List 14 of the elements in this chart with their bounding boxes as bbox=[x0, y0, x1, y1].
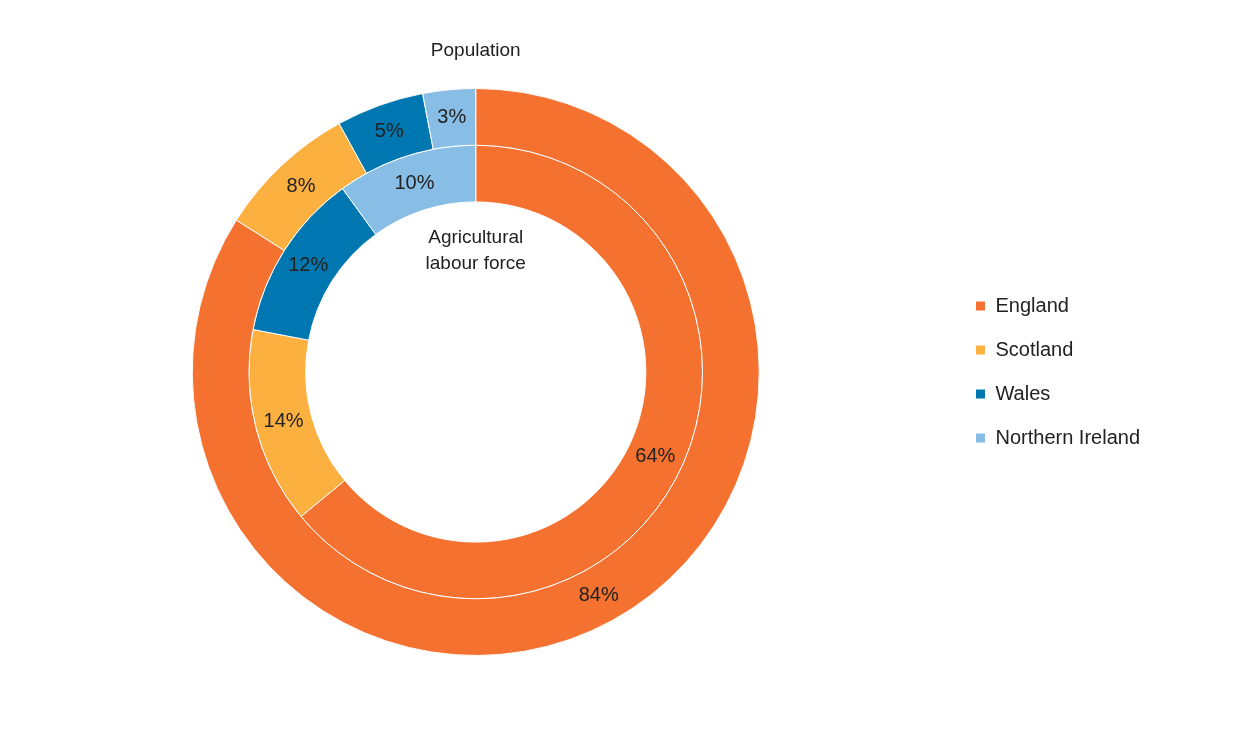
legend-label: Wales bbox=[995, 381, 1051, 404]
legend-label: Northern Ireland bbox=[995, 425, 1141, 448]
data-label: 64% bbox=[635, 444, 676, 467]
data-label: 8% bbox=[286, 173, 316, 196]
data-label: 12% bbox=[288, 253, 329, 276]
slice-label: Population bbox=[430, 38, 521, 60]
data-label: 5% bbox=[374, 119, 404, 142]
legend-label: England bbox=[995, 293, 1069, 316]
data-label: 14% bbox=[263, 408, 304, 431]
data-label: 84% bbox=[578, 583, 619, 606]
data-label: 10% bbox=[394, 170, 435, 193]
slice-label: Agricultural labour force bbox=[425, 226, 526, 274]
legend-label: Scotland bbox=[995, 337, 1074, 360]
data-label: 3% bbox=[437, 105, 467, 128]
